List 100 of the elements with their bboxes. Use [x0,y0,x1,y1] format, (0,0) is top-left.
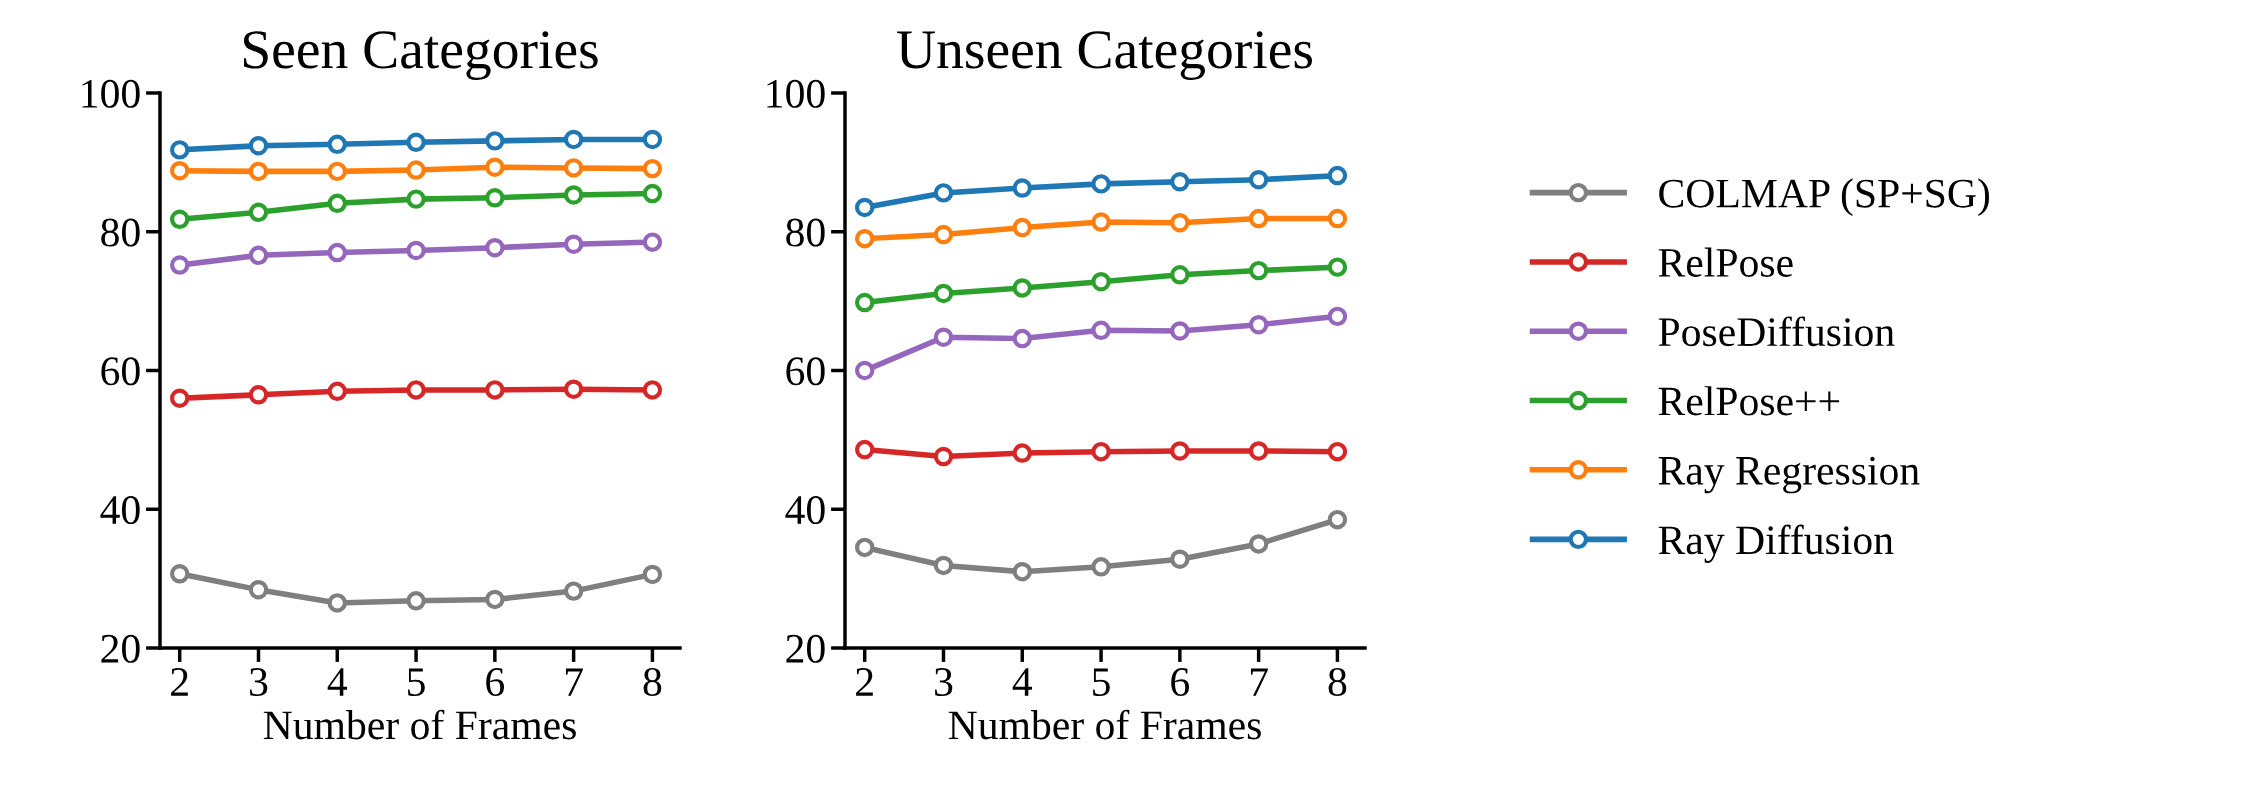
point [563,158,584,178]
point [406,189,426,209]
x-axis-title: Number of Frames [948,709,1261,740]
x-tick-label: 4 [327,668,348,696]
point [933,555,954,576]
point [248,136,269,156]
point [169,160,190,181]
legend-label: RelPose [1658,247,1793,277]
point [1012,443,1032,463]
point [406,380,426,400]
point [169,388,190,408]
point [1327,257,1348,277]
point [485,131,505,151]
x-tick-label: 3 [250,668,268,697]
point [1012,328,1032,349]
point [406,132,426,152]
point [327,193,347,214]
point [1091,557,1111,577]
point [1091,441,1111,462]
x-tick-label: 2 [856,668,873,696]
legend-label: COLMAP (SP+SG) [1659,178,1990,217]
point [933,283,954,304]
point [563,129,584,150]
point [563,234,584,254]
point [854,360,875,381]
point [563,581,584,601]
legend-label: RelPose++ [1658,386,1840,416]
point [1170,321,1190,341]
point [248,202,269,223]
x-tick-label: 6 [1171,668,1190,697]
point [169,255,190,275]
x-tick-label: 7 [565,668,583,696]
point [933,327,954,347]
point [642,129,663,150]
y-tick-label: 100 [767,79,825,108]
x-tick-label: 2 [171,668,188,696]
y-tick-label: 40 [785,496,825,525]
point [1248,534,1269,554]
x-axis-title: Number of Frames [263,709,576,740]
point [1327,165,1348,186]
point [1327,306,1348,327]
y-tick-label: 20 [101,634,140,663]
point [1327,441,1348,462]
y-tick-label: 20 [786,634,825,663]
point [327,134,347,155]
point [642,183,663,204]
point [248,385,269,405]
point [169,564,190,584]
point [642,158,663,179]
y-tick-label: 80 [101,218,140,247]
point [1248,260,1269,281]
point [406,240,426,261]
x-tick-label: 8 [1328,667,1347,697]
y-tick-label: 60 [786,357,825,386]
point [169,209,190,229]
point [1327,509,1348,530]
point [1248,208,1269,229]
point [1170,441,1190,461]
x-tick-label: 6 [486,668,505,697]
point [854,228,875,249]
point [327,161,347,182]
point [1091,320,1111,340]
point [1248,314,1269,335]
point [563,379,584,399]
point [327,242,347,263]
point [406,160,426,180]
chart-title: Seen Categories [243,31,598,80]
x-tick-label: 8 [643,667,662,697]
point [563,185,584,205]
point [1170,172,1190,192]
point [933,224,954,245]
y-tick-label: 60 [101,357,140,386]
point [642,232,663,252]
point [485,157,505,177]
point [1170,265,1190,285]
point [1327,208,1348,229]
point [1012,561,1032,582]
legend-label: Ray Diffusion [1658,524,1894,563]
point [1248,169,1269,190]
point [485,188,505,208]
point [248,245,269,266]
point [1091,174,1111,194]
point [327,593,347,613]
y-tick-label: 80 [786,218,825,247]
point [406,591,426,611]
point [1170,213,1190,233]
x-tick-label: 4 [1012,668,1033,696]
point [1012,178,1032,198]
legend-label: PoseDiffusion [1658,316,1895,347]
point [1248,441,1269,461]
point [169,140,190,160]
x-tick-label: 5 [408,668,425,697]
point [248,161,269,182]
point [933,183,954,203]
point [1012,217,1032,238]
point [485,237,505,258]
chart-title: Unseen Categories [897,31,1313,80]
x-tick-label: 7 [1250,668,1268,696]
point [642,564,663,585]
point [1091,271,1111,292]
